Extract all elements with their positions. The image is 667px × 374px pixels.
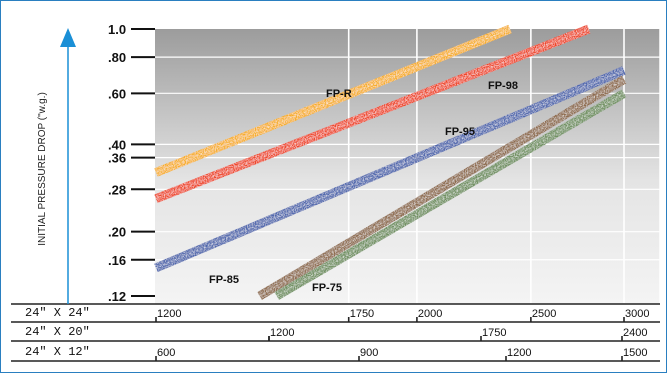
series-fp-98-line xyxy=(154,24,591,203)
y-tick-label-8: .12 xyxy=(108,289,126,304)
x-tick-label-r2-2: 1200 xyxy=(507,347,531,359)
y-tick-label-3: .40 xyxy=(108,137,126,152)
y-tick-label-2: .60 xyxy=(108,86,126,101)
series-fp-98-band xyxy=(154,24,591,203)
x-tick-label-r0-3: 2500 xyxy=(532,308,556,320)
series-label-fp-98: FP-98 xyxy=(488,80,518,92)
y-tick-label-7: .16 xyxy=(108,253,126,268)
y-tick-label-0: 1.0 xyxy=(108,22,126,37)
series-label-fp-95: FP-95 xyxy=(445,126,475,138)
y-tick-label-1: .80 xyxy=(108,50,126,65)
y-axis-title: INITIAL PRESSURE DROP ("w.g.) xyxy=(37,92,48,246)
x-tick-label-r2-0: 600 xyxy=(157,347,175,359)
series-fp-75-texture xyxy=(276,92,625,297)
series-fp-75-line xyxy=(274,89,627,300)
series-fp-85-line xyxy=(257,75,627,300)
series-label-fp-85: FP-85 xyxy=(209,274,239,286)
y-axis-title-group: INITIAL PRESSURE DROP ("w.g.) xyxy=(37,28,76,304)
series-group: FP-R FP-98 FP-95 FP-85 FP-75 xyxy=(154,24,627,300)
x-scale-row-24-x-20: 24" X 20" 1200 1750 2400 xyxy=(11,325,660,342)
x-scale-row-24-x-12: 24" X 12" 600 900 1200 1500 xyxy=(11,345,660,362)
series-fp-r-band xyxy=(154,24,512,177)
x-tick-label-r2-3: 1500 xyxy=(623,347,647,359)
x-tick-label-r1-3: 2400 xyxy=(623,327,647,339)
x-tick-label-r0-2: 2000 xyxy=(418,308,442,320)
x-scale-row-label-2: 24" X 12" xyxy=(25,345,90,359)
x-scale-row-label-1: 24" X 20" xyxy=(25,325,90,339)
y-axis: 1.0 .80 .60 .40.36 .28 .20 .16 .12 xyxy=(108,22,155,304)
y-tick-label-6: .20 xyxy=(108,225,126,240)
x-tick-label-r1-2: 1750 xyxy=(482,327,506,339)
series-fp-85-texture xyxy=(259,78,625,297)
x-tick-label-r0-0: 1200 xyxy=(157,308,181,320)
x-scale-row-label-0: 24" X 24" xyxy=(25,306,90,320)
x-scale-row-24-x-24: 24" X 24" 1200 1750 2000 2500 3000 xyxy=(11,306,660,323)
series-fp-95-line xyxy=(154,66,626,273)
series-fp-75-band xyxy=(274,89,627,300)
x-tick-label-r0-1: 1750 xyxy=(350,308,374,320)
x-tick-label-r2-1: 900 xyxy=(360,347,378,359)
series-label-fp-r: FP-R xyxy=(326,88,352,100)
up-arrow-icon xyxy=(60,28,76,47)
series-fp-95-band xyxy=(154,66,626,273)
x-tick-label-r1-1: 1200 xyxy=(270,327,294,339)
grid xyxy=(155,29,661,304)
series-label-fp-75: FP-75 xyxy=(312,282,342,294)
y-tick-label-5: .28 xyxy=(108,182,126,197)
y-tick-label-4: .36 xyxy=(108,151,126,166)
series-fp-r-line xyxy=(154,24,512,177)
x-tick-label-r0-4: 3000 xyxy=(625,308,649,320)
series-fp-85-band xyxy=(257,75,627,300)
series-fp-98-texture xyxy=(155,28,590,200)
series-fp-95-texture xyxy=(155,69,625,269)
